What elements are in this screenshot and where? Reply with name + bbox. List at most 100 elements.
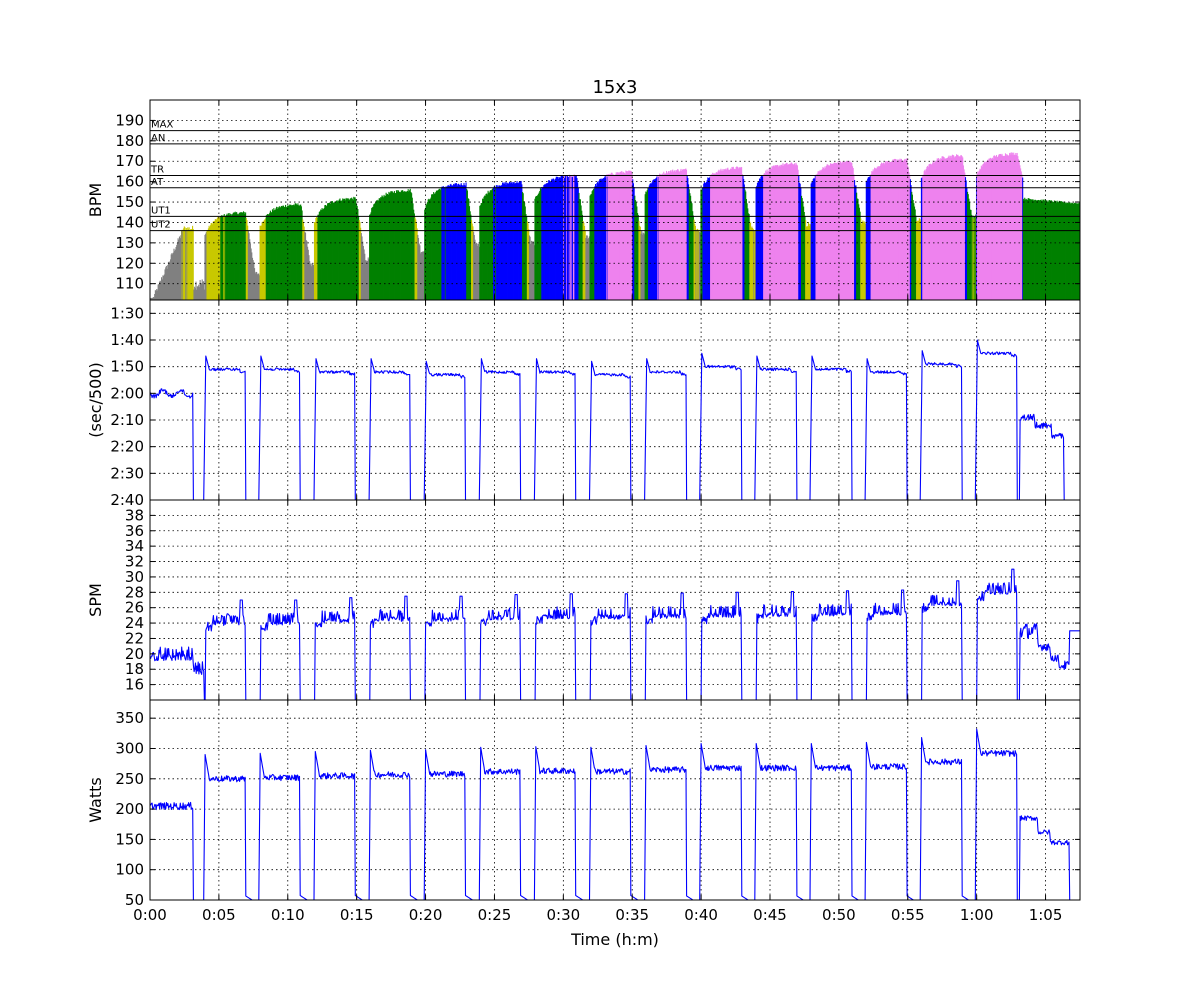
hr-fill-segment [511, 183, 513, 300]
hr-fill-segment [389, 193, 391, 300]
hr-fill-segment [546, 183, 548, 300]
hr-fill-segment [191, 229, 193, 300]
hr-fill-segment [1002, 155, 1004, 300]
hr-fill-segment [344, 200, 347, 300]
hr-fill-segment [989, 158, 991, 300]
hr-fill-segment [642, 232, 644, 300]
hr-fill-segment [765, 170, 767, 300]
hr-fill-segment [383, 194, 385, 300]
x-tick-label: 0:10 [271, 906, 305, 924]
hr-fill-segment [1059, 200, 1061, 300]
hr-fill-segment [1006, 153, 1008, 300]
hr-fill-segment [170, 254, 172, 300]
hr-fill-segment [637, 214, 639, 300]
hr-fill-segment [248, 233, 250, 300]
hr-fill-segment [632, 179, 634, 300]
hr-fill-segment [721, 170, 723, 300]
hr-fill-segment [229, 213, 231, 300]
hr-fill-segment [714, 173, 716, 300]
hr-fill-segment [761, 176, 763, 300]
hr-fill-segment [382, 197, 384, 300]
hr-fill-segment [745, 199, 747, 300]
hr-fill-segment [941, 156, 943, 300]
hr-fill-segment [737, 167, 739, 300]
hr-fill-segment [187, 227, 189, 300]
hr-fill-segment [946, 158, 948, 300]
hr-fill-segment [876, 166, 878, 300]
hr-fill-segment [406, 191, 408, 300]
hr-fill-segment [1003, 155, 1005, 300]
hr-fill-segment [874, 168, 876, 300]
hr-fill-segment [573, 174, 575, 300]
hr-fill-segment [881, 162, 883, 300]
hr-fill-segment [758, 181, 760, 300]
hr-fill-segment [913, 206, 916, 300]
hr-fill-segment [324, 205, 326, 300]
hr-fill-segment [756, 183, 758, 300]
hr-fill-segment [882, 162, 885, 300]
hr-fill-segment [914, 209, 916, 300]
hr-fill-segment [798, 175, 800, 300]
hr-fill-segment [165, 265, 167, 300]
hr-fill-segment [553, 180, 555, 300]
hr-fill-segment [312, 264, 314, 300]
hr-fill-segment [249, 239, 251, 300]
hr-fill-segment [588, 237, 590, 300]
hr-fill-segment [524, 206, 526, 300]
hr-fill-segment [385, 192, 387, 300]
hr-fill-segment [297, 203, 299, 300]
hr-fill-segment [213, 220, 215, 300]
hr-fill-segment [621, 173, 623, 300]
hr-fill-segment [1031, 199, 1033, 300]
hr-fill-segment [189, 229, 192, 300]
hr-fill-segment [832, 163, 834, 300]
hr-fill-segment [807, 222, 809, 300]
hr-fill-segment [778, 165, 780, 300]
hr-fill-segment [519, 181, 521, 300]
hr-fill-segment [1009, 152, 1011, 300]
hr-fill-segment [1049, 200, 1051, 300]
hr-fill-segment [1021, 174, 1023, 300]
hr-fill-segment [584, 230, 586, 300]
hr-fill-segment [783, 164, 785, 300]
hr-fill-segment [409, 188, 411, 300]
hr-fill-segment [747, 208, 749, 300]
hr-fill-segment [478, 246, 480, 300]
hr-fill-segment [710, 175, 712, 300]
hr-fill-segment [179, 238, 181, 300]
hr-fill-segment [1012, 155, 1014, 300]
hr-fill-segment [654, 179, 656, 300]
hr-fill-segment [938, 159, 940, 300]
panel-frame [149, 699, 1081, 901]
hr-fill-segment [857, 198, 859, 300]
hr-fill-segment [537, 193, 539, 300]
hr-fill-segment [238, 213, 240, 300]
hr-fill-segment [650, 183, 652, 300]
hr-fill-segment [597, 183, 599, 300]
hr-fill-segment [981, 166, 983, 300]
hr-fill-segment [1032, 199, 1034, 300]
hr-fill-segment [821, 169, 823, 300]
hr-fill-segment [300, 206, 302, 300]
hr-fill-segment [1035, 200, 1037, 300]
hr-fill-segment [157, 284, 159, 300]
hr-fill-segment [597, 181, 599, 300]
hr-fill-segment [977, 171, 979, 300]
hr-fill-segment [521, 184, 523, 300]
hr-fill-segment [513, 182, 515, 300]
hr-fill-segment [529, 236, 531, 300]
hr-fill-segment [937, 159, 939, 300]
hr-fill-segment [995, 157, 997, 300]
hr-fill-segment [694, 223, 696, 300]
hr-fill-segment [277, 207, 279, 300]
hr-fill-segment [232, 212, 234, 300]
hr-fill-segment [429, 199, 431, 300]
hr-fill-segment [311, 266, 313, 300]
hr-fill-segment [815, 174, 817, 300]
hr-fill-segment [827, 165, 829, 300]
y-tick-label: 160 [115, 173, 144, 191]
hr-fill-segment [495, 185, 497, 300]
hr-fill-segment [1040, 200, 1042, 300]
x-tick-label: 0:25 [478, 906, 512, 924]
hr-fill-segment [560, 175, 562, 300]
